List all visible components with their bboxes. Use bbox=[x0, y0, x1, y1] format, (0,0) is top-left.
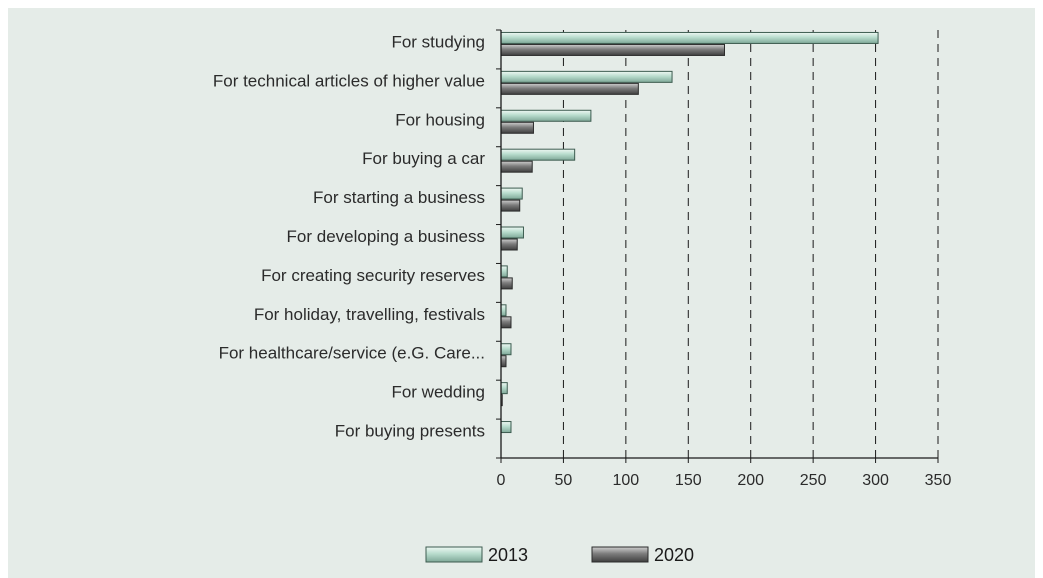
bar-2020-4 bbox=[500, 160, 533, 173]
legend-swatch-2013 bbox=[425, 546, 483, 563]
x-tick-label: 300 bbox=[862, 472, 889, 489]
category-label: For developing a business bbox=[287, 227, 485, 246]
x-tick-label: 250 bbox=[800, 472, 827, 489]
category-label: For healthcare/service (e.G. Care... bbox=[219, 344, 485, 363]
bar-2020-5 bbox=[500, 199, 521, 212]
bar-2013-8 bbox=[500, 304, 507, 317]
bar-chart: For studying For technical articles of hi… bbox=[213, 29, 952, 565]
category-label: For buying a car bbox=[362, 149, 485, 168]
bars bbox=[500, 31, 879, 434]
bar-2020-8 bbox=[500, 316, 512, 329]
x-tick-label: 200 bbox=[737, 472, 764, 489]
category-label: For technical articles of higher value bbox=[213, 71, 485, 90]
bar-2013-1 bbox=[500, 31, 879, 44]
legend-label-2013: 2013 bbox=[488, 545, 528, 565]
bar-2020-9 bbox=[500, 355, 507, 368]
category-label: For holiday, travelling, festivals bbox=[254, 305, 485, 324]
bar-2013-7 bbox=[500, 265, 508, 278]
category-label: For wedding bbox=[391, 383, 485, 402]
category-label: For starting a business bbox=[313, 188, 485, 207]
bar-2013-9 bbox=[500, 343, 512, 356]
bar-2013-10 bbox=[500, 382, 508, 395]
legend-swatch-2020 bbox=[591, 546, 649, 563]
category-label: For buying presents bbox=[335, 422, 485, 441]
bar-2020-1 bbox=[500, 43, 725, 56]
axes bbox=[496, 29, 939, 463]
bar-2020-2 bbox=[500, 82, 639, 95]
bar-2013-6 bbox=[500, 226, 524, 239]
x-tick-labels: 0 50 100 150 200 250 300 350 bbox=[497, 472, 952, 489]
x-tick-label: 350 bbox=[925, 472, 952, 489]
bar-2013-11 bbox=[500, 421, 512, 434]
bar-2013-5 bbox=[500, 187, 523, 200]
gridlines bbox=[562, 30, 939, 458]
bar-2020-6 bbox=[500, 238, 518, 251]
category-label: For housing bbox=[395, 110, 485, 129]
x-tick-label: 100 bbox=[613, 472, 640, 489]
bar-2013-4 bbox=[500, 148, 576, 161]
x-tick-label: 0 bbox=[497, 472, 506, 489]
category-label: For creating security reserves bbox=[261, 266, 485, 285]
bar-2013-2 bbox=[500, 70, 673, 83]
category-labels: For studying For technical articles of hi… bbox=[213, 32, 485, 440]
legend: 2013 2020 bbox=[425, 545, 694, 565]
bar-2013-3 bbox=[500, 109, 592, 122]
legend-label-2020: 2020 bbox=[654, 545, 694, 565]
x-tick-label: 50 bbox=[555, 472, 573, 489]
bar-2020-7 bbox=[500, 277, 513, 290]
chart-panel: For studying For technical articles of hi… bbox=[8, 8, 1035, 578]
bar-2020-3 bbox=[500, 121, 534, 134]
category-label: For studying bbox=[391, 32, 485, 51]
x-tick-label: 150 bbox=[675, 472, 702, 489]
